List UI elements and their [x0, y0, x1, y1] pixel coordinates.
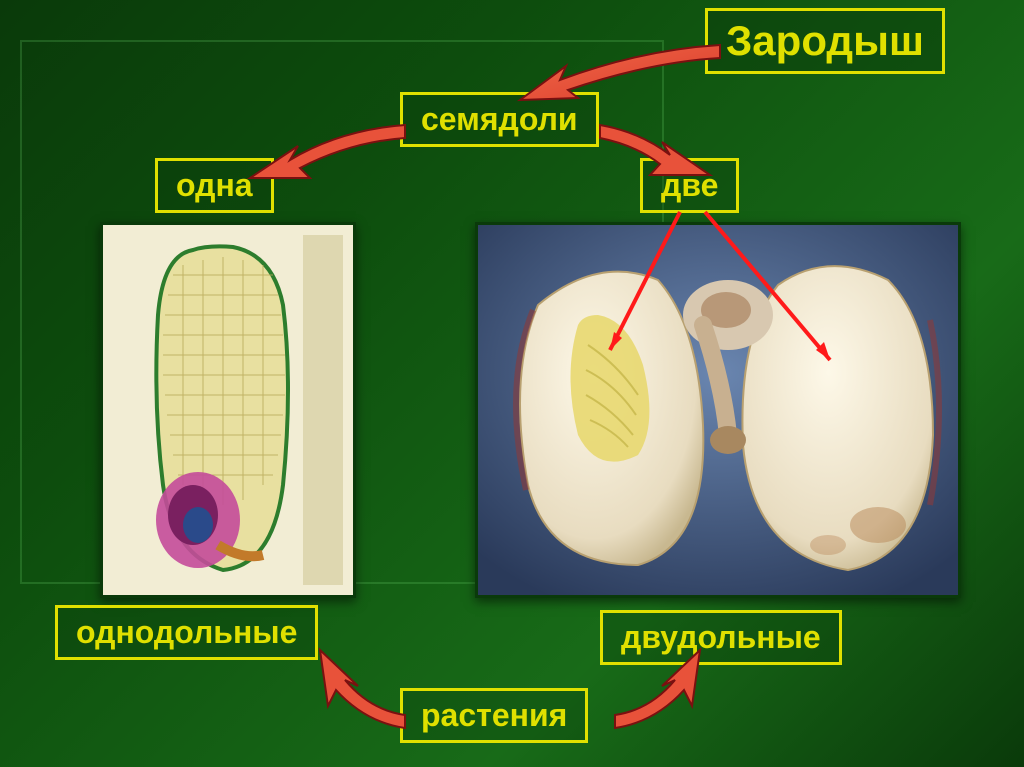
dicot-svg [478, 225, 958, 595]
two-box: две [640, 158, 739, 213]
slide: Зародыш семядоли одна две [0, 0, 1024, 767]
two-text: две [661, 167, 718, 203]
one-text: одна [176, 167, 253, 203]
monocot-image [100, 222, 356, 598]
title-text: Зародыш [726, 17, 924, 64]
dicot-image [475, 222, 961, 598]
plants-text: растения [421, 697, 567, 733]
title-box: Зародыш [705, 8, 945, 74]
monocot-svg [103, 225, 353, 595]
monocot-class-box: однодольные [55, 605, 318, 660]
dicot-class-text: двудольные [621, 619, 821, 655]
plants-box: растения [400, 688, 588, 743]
dicot-class-box: двудольные [600, 610, 842, 665]
cotyledon-text: семядоли [421, 101, 578, 137]
one-box: одна [155, 158, 274, 213]
monocot-class-text: однодольные [76, 614, 297, 650]
cotyledon-box: семядоли [400, 92, 599, 147]
